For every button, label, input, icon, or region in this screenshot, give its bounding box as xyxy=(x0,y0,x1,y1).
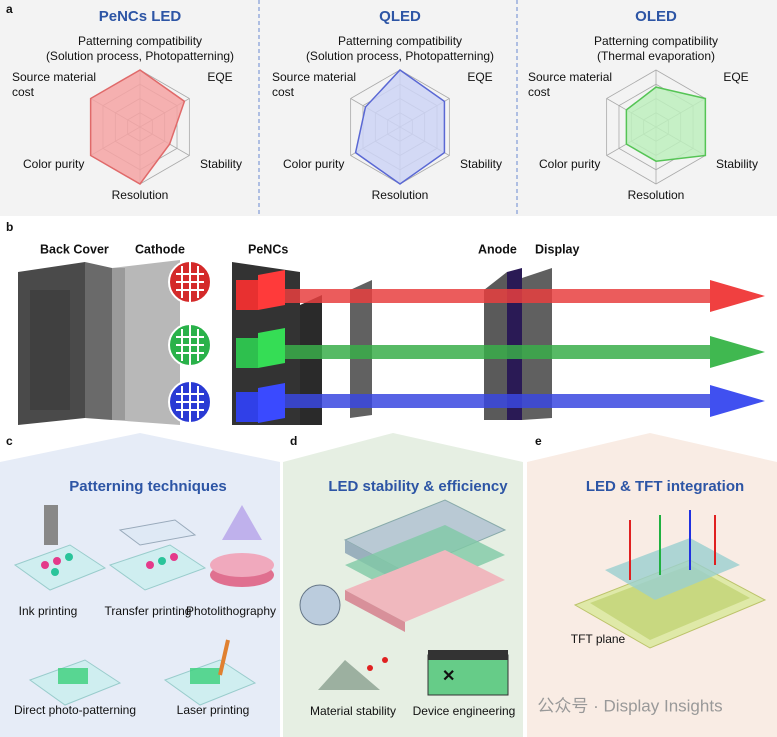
radar-axis-label: EQE xyxy=(467,70,492,84)
radar-axis-label: Source material xyxy=(272,70,356,84)
radar-area xyxy=(625,86,707,162)
caption: Transfer printing xyxy=(105,604,192,618)
caption: Device engineering xyxy=(413,704,516,718)
structure-label: Back Cover xyxy=(40,242,109,256)
caption: TFT plane xyxy=(571,632,626,646)
radar-axis-label: Color purity xyxy=(539,157,600,171)
radar-title: QLED xyxy=(379,8,421,25)
radar-title: PeNCs LED xyxy=(99,8,182,25)
radar-axis-label: (Thermal evaporation) xyxy=(597,49,715,63)
integration-illustration xyxy=(573,510,767,649)
radar-axis-label: Color purity xyxy=(283,157,344,171)
radar-axis-label: Patterning compatibility xyxy=(338,34,462,48)
radar-axis-label: Patterning compatibility xyxy=(594,34,718,48)
radar-axis-label: (Solution process, Photopatterning) xyxy=(306,49,494,63)
patterning-illustration xyxy=(13,505,274,706)
radar-axis-label: cost xyxy=(272,85,295,99)
structure-label: PeNCs xyxy=(248,242,288,256)
device-structure xyxy=(18,260,765,425)
radar-axis-label: cost xyxy=(528,85,551,99)
radar-axis-label: Resolution xyxy=(372,188,429,202)
stability-illustration: ✕ xyxy=(299,499,509,696)
radar-axis-label: Source material xyxy=(528,70,612,84)
radar-axis-label: Stability xyxy=(716,157,758,171)
section-title: LED stability & efficiency xyxy=(328,478,508,495)
caption: Photolithography xyxy=(186,604,276,618)
caption: Ink printing xyxy=(19,604,78,618)
radar-axis-label: Stability xyxy=(200,157,242,171)
radar-axis-label: cost xyxy=(12,85,35,99)
panel-label: e xyxy=(535,434,542,448)
radar-axis-label: EQE xyxy=(723,70,748,84)
radar-axis-label: Source material xyxy=(12,70,96,84)
panel-label: b xyxy=(6,220,13,234)
radar-area xyxy=(89,69,186,185)
caption: Material stability xyxy=(310,704,396,718)
radar-axis-label: Patterning compatibility xyxy=(78,34,202,48)
watermark: 公众号 · Display Insights xyxy=(537,696,722,715)
structure-label: Display xyxy=(535,242,580,256)
caption: Laser printing xyxy=(177,703,250,717)
radar-axis-label: Resolution xyxy=(628,188,685,202)
radar-axis-label: Stability xyxy=(460,157,502,171)
panel-label: d xyxy=(290,434,297,448)
radar-axis-label: EQE xyxy=(207,70,232,84)
caption: Direct photo-patterning xyxy=(14,703,136,717)
structure-label: Anode xyxy=(478,242,517,256)
radar-axis-label: Color purity xyxy=(23,157,84,171)
radar-axis-label: Resolution xyxy=(112,188,169,202)
panel-label: c xyxy=(6,434,13,448)
radar-title: OLED xyxy=(635,8,677,25)
section-title: LED & TFT integration xyxy=(586,478,744,495)
radar-area xyxy=(354,69,446,185)
radar-axis-label: (Solution process, Photopatterning) xyxy=(46,49,234,63)
panel-label: a xyxy=(6,2,13,16)
svg-text:✕: ✕ xyxy=(442,668,455,685)
structure-label: Cathode xyxy=(135,242,185,256)
section-title: Patterning techniques xyxy=(69,478,227,495)
